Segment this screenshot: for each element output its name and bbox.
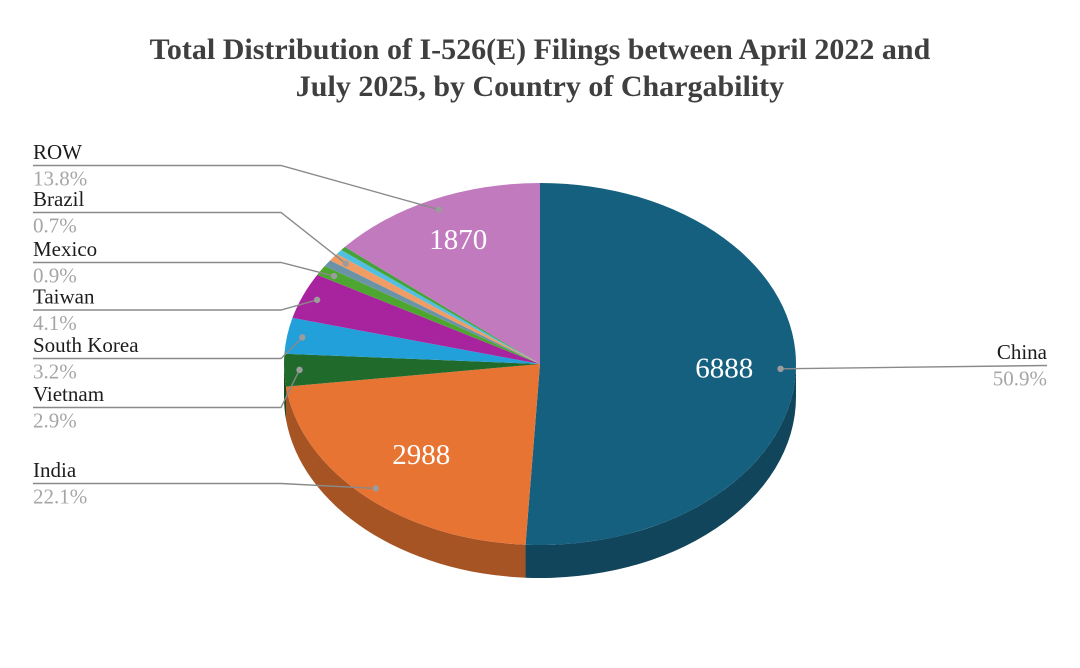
pie-slice-china[interactable]	[525, 183, 796, 545]
leader-dot-china	[777, 365, 784, 373]
slice-name-label-vietnam: Vietnam	[33, 382, 104, 406]
pie-slice-side-vietnam	[284, 364, 287, 420]
leader-line-taiwan	[33, 299, 318, 311]
slice-pct-label-brazil: 0.7%	[33, 214, 77, 238]
slice-value-label-india: 2988	[392, 439, 450, 471]
pie-slice-unlabeled-9[interactable]	[341, 246, 540, 364]
slice-pct-label-mexico: 0.9%	[33, 264, 77, 288]
leader-dot-south-korea	[299, 334, 306, 341]
leader-dot-row	[435, 206, 443, 213]
leader-line-south-korea	[33, 336, 303, 360]
slice-name-label-taiwan: Taiwan	[33, 285, 95, 309]
chart-title-line-2: July 2025, by Country of Chargability	[295, 70, 785, 103]
leader-dot-brazil	[342, 260, 349, 267]
leader-dot-vietnam	[296, 366, 303, 374]
leader-line-china	[780, 364, 1048, 370]
pie-slice-mexico[interactable]	[317, 266, 540, 364]
pie-slice-side-india	[286, 386, 526, 578]
slice-name-label-mexico: Mexico	[33, 237, 97, 261]
pie-slice-vietnam[interactable]	[284, 353, 540, 387]
leader-line-india	[33, 482, 376, 490]
leader-line-mexico	[33, 261, 335, 277]
leader-line-row	[33, 164, 440, 211]
slice-value-label-china: 6888	[695, 353, 753, 385]
slice-name-label-india: India	[33, 458, 77, 482]
pie-slice-unlabeled-6[interactable]	[324, 260, 540, 364]
slice-pct-label-china: 50.9%	[993, 367, 1047, 391]
pie-slice-taiwan[interactable]	[292, 274, 540, 364]
slice-pct-label-row: 13.8%	[33, 167, 87, 191]
leader-line-brazil	[33, 211, 347, 265]
slice-pct-label-taiwan: 4.1%	[33, 311, 77, 335]
slice-pct-label-india: 22.1%	[33, 485, 87, 509]
leader-dot-taiwan	[313, 296, 321, 304]
pie-slice-south-korea[interactable]	[284, 317, 540, 364]
pie-slice-side-china	[525, 364, 796, 578]
pie-slice-row[interactable]	[344, 183, 540, 364]
slice-name-label-south-korea: South Korea	[33, 333, 139, 357]
slice-value-label-row: 1870	[429, 224, 487, 256]
slice-pct-label-vietnam: 2.9%	[33, 409, 77, 433]
slice-name-label-row: ROW	[33, 140, 82, 164]
slice-name-label-china: China	[997, 340, 1048, 364]
leader-line-vietnam	[33, 369, 301, 409]
pie-slice-brazil[interactable]	[330, 253, 540, 364]
pie-slice-india[interactable]	[286, 364, 540, 545]
leader-dot-mexico	[330, 272, 338, 280]
slice-name-label-brazil: Brazil	[33, 187, 84, 211]
leader-dot-india	[372, 485, 380, 492]
chart-title: Total Distribution of I-526(E) Filings b…	[0, 31, 1080, 105]
chart-title-line-1: Total Distribution of I-526(E) Filings b…	[149, 33, 931, 66]
pie-slice-unlabeled-8[interactable]	[336, 249, 540, 364]
slice-pct-label-south-korea: 3.2%	[33, 360, 77, 384]
